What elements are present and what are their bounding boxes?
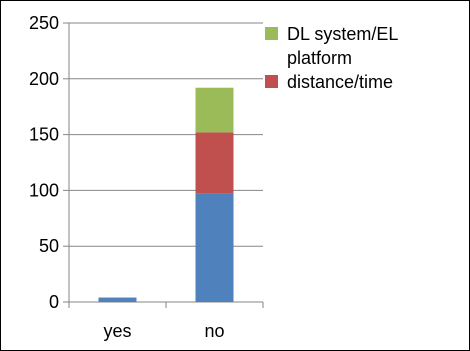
- x-tick-label: no: [204, 321, 224, 341]
- y-tick-label: 50: [39, 236, 59, 256]
- y-tick-label: 200: [29, 69, 59, 89]
- bar-segment-no-series-0: [195, 193, 234, 302]
- y-tick-label: 250: [29, 13, 59, 33]
- bars: [98, 87, 234, 302]
- gridlines: [69, 22, 263, 247]
- legend: DL system/EL platform distance/time: [265, 24, 398, 92]
- y-tick-label: 100: [29, 180, 59, 200]
- bar-segment-yes-series-0: [98, 297, 137, 302]
- x-axis-labels: yes no: [68, 302, 264, 341]
- y-tick-label: 150: [29, 125, 59, 145]
- legend-label-line: DL system/EL: [287, 24, 398, 44]
- legend-label-line: distance/time: [287, 72, 393, 92]
- y-tick-label: 0: [49, 292, 59, 312]
- legend-label: DL system/EL platform: [287, 24, 398, 68]
- legend-swatch: [265, 75, 278, 88]
- x-tick-label: yes: [103, 321, 131, 341]
- legend-swatch: [265, 27, 278, 40]
- legend-label-line: platform: [287, 48, 352, 68]
- bar-segment-no-series-1: [195, 132, 234, 194]
- y-axis-ticks: 0 50 100 150 200 250: [29, 13, 69, 312]
- bar-segment-no-series-2: [195, 87, 234, 133]
- legend-label: distance/time: [287, 72, 393, 92]
